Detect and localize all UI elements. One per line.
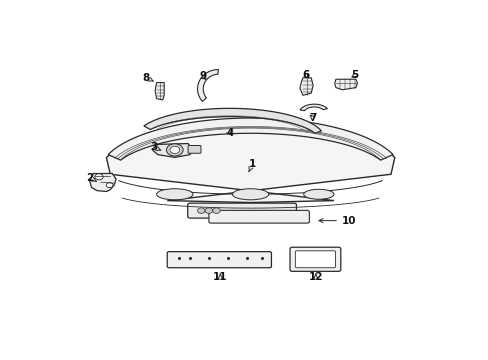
Polygon shape [152, 144, 191, 157]
Polygon shape [108, 118, 392, 160]
Ellipse shape [232, 189, 268, 200]
Polygon shape [89, 174, 116, 192]
Text: 3: 3 [150, 142, 161, 152]
Text: 11: 11 [213, 273, 227, 283]
Polygon shape [106, 122, 394, 203]
Text: 2: 2 [86, 173, 96, 183]
Text: 9: 9 [199, 72, 206, 81]
Text: 6: 6 [301, 70, 308, 80]
Circle shape [95, 174, 103, 180]
Polygon shape [155, 82, 164, 100]
Circle shape [169, 146, 180, 153]
Text: 1: 1 [248, 159, 256, 172]
Text: 8: 8 [142, 73, 153, 83]
Ellipse shape [156, 189, 193, 200]
Circle shape [205, 208, 212, 213]
Text: 10: 10 [318, 216, 356, 226]
FancyBboxPatch shape [295, 251, 335, 268]
FancyBboxPatch shape [208, 210, 309, 223]
Circle shape [166, 144, 183, 156]
Circle shape [197, 208, 205, 213]
Text: 4: 4 [225, 128, 233, 138]
Circle shape [106, 183, 113, 188]
FancyBboxPatch shape [167, 252, 271, 268]
Text: 7: 7 [309, 113, 316, 123]
Polygon shape [143, 108, 321, 133]
Polygon shape [334, 79, 357, 90]
Polygon shape [300, 104, 327, 111]
Text: 5: 5 [350, 70, 358, 80]
FancyBboxPatch shape [187, 203, 296, 218]
Ellipse shape [303, 189, 333, 199]
Circle shape [212, 208, 220, 213]
Text: 12: 12 [308, 273, 323, 283]
Polygon shape [299, 78, 312, 95]
FancyBboxPatch shape [188, 145, 201, 153]
Polygon shape [197, 69, 218, 102]
FancyBboxPatch shape [289, 247, 340, 271]
